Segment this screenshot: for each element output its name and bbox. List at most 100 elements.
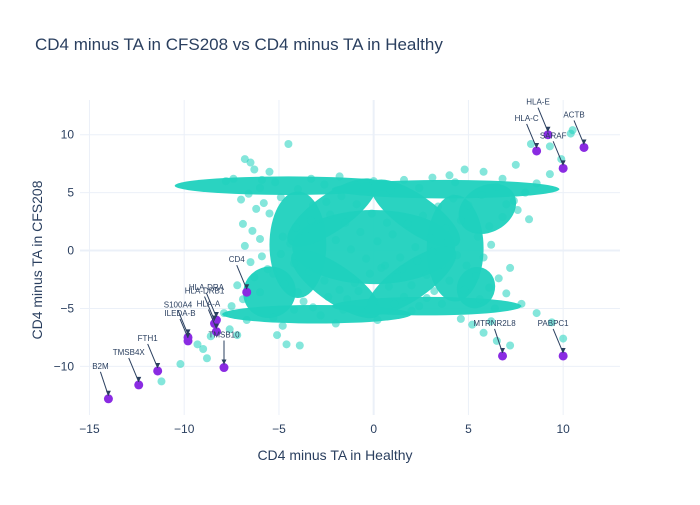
highlighted-point (153, 366, 163, 376)
scatter-point (250, 165, 259, 174)
annotation-arrowhead (213, 323, 219, 329)
scatter-point (517, 299, 526, 308)
scatter-point (265, 167, 274, 176)
scatter-point (473, 232, 482, 241)
dense-cloud-region (291, 250, 381, 319)
scatter-point (445, 276, 454, 285)
annotation-label: HLA-E (526, 98, 550, 107)
annotation-label: HLA-A (197, 300, 221, 309)
scatter-point (352, 200, 361, 209)
scatter-point (322, 197, 331, 206)
scatter-point (299, 297, 308, 306)
scatter-point (485, 222, 494, 231)
annotation-arrowhead (185, 329, 191, 335)
scatter-point (278, 232, 287, 241)
scatter-point (460, 285, 469, 294)
x-tick-label: 10 (556, 422, 570, 436)
annotation-label: B2M (92, 362, 109, 371)
scatter-point (324, 292, 333, 301)
scatter-point (295, 341, 304, 350)
scatter-point (252, 204, 261, 213)
annotation-arrowhead (105, 390, 111, 396)
scatter-point (354, 287, 363, 296)
scatter-point (415, 184, 424, 193)
scatter-point (400, 292, 408, 301)
scatter-point (479, 253, 488, 262)
scatter-point (202, 354, 211, 363)
annotation-label: SARAF (540, 131, 567, 140)
highlighted-point (543, 130, 553, 140)
scatter-point (206, 332, 215, 341)
scatter-point (568, 126, 577, 135)
scatter-point (490, 304, 499, 313)
dense-cloud-region (458, 183, 517, 235)
scatter-point (238, 219, 247, 228)
scatter-point (485, 283, 494, 292)
scatter-point (246, 258, 255, 267)
scatter-point (509, 196, 518, 205)
scatter-point (460, 165, 469, 174)
annotation-arrowhead (534, 142, 540, 148)
scatter-point (545, 142, 554, 151)
scatter-point (525, 215, 534, 224)
scatter-point (487, 240, 496, 249)
y-tick-label: −5 (60, 301, 74, 315)
scatter-point (521, 188, 530, 197)
scatter-point (506, 341, 515, 350)
scatter-point (269, 313, 278, 322)
x-tick-label: −5 (272, 422, 286, 436)
scatter-point (276, 250, 285, 259)
scatter-point (305, 267, 314, 276)
scatter-point (559, 334, 568, 343)
scatter-point (453, 251, 462, 260)
scatter-point (176, 360, 185, 369)
scatter-point (498, 212, 507, 221)
scatter-point (246, 158, 255, 167)
scatter-point (309, 201, 318, 210)
scatter-point (492, 182, 501, 191)
scatter-point (320, 276, 329, 285)
scatter-point (502, 200, 511, 209)
scatter-point (369, 177, 378, 186)
scatter-point (337, 192, 346, 201)
scatter-point (411, 243, 420, 252)
scatter-point (343, 295, 352, 304)
scatter-point (487, 317, 496, 326)
scatter-point (263, 265, 272, 274)
scatter-point (346, 245, 355, 254)
scatter-point (451, 178, 460, 187)
annotation-arrowhead (213, 312, 219, 318)
scatter-point (358, 307, 367, 316)
scatter-point (545, 170, 554, 179)
scatter-point (449, 194, 458, 203)
scatter-point (316, 222, 325, 231)
scatter-point (276, 193, 285, 202)
scatter-point (233, 331, 242, 340)
scatter-point (227, 302, 236, 311)
highlighted-point (219, 363, 229, 373)
scatter-point (293, 185, 302, 194)
scatter-point (479, 167, 488, 176)
scatter-point (390, 299, 399, 308)
x-tick-label: −10 (174, 422, 195, 436)
scatter-point (422, 270, 431, 279)
scatter-point (286, 239, 295, 248)
scatter-point (422, 294, 431, 303)
dense-cloud-region (366, 246, 457, 315)
scatter-point (290, 259, 299, 268)
annotation-arrowhead (560, 347, 566, 353)
background-points-layer (157, 126, 577, 386)
scatter-point (494, 274, 503, 283)
scatter-point (199, 344, 208, 353)
scatter-point (257, 175, 266, 184)
annotation-label: FTH1 (138, 334, 159, 343)
scatter-point (307, 216, 316, 225)
scatter-point (233, 281, 242, 290)
x-tick-label: 5 (465, 422, 472, 436)
scatter-point (316, 311, 325, 320)
scatter-point (365, 269, 374, 278)
scatter-point (547, 318, 556, 327)
